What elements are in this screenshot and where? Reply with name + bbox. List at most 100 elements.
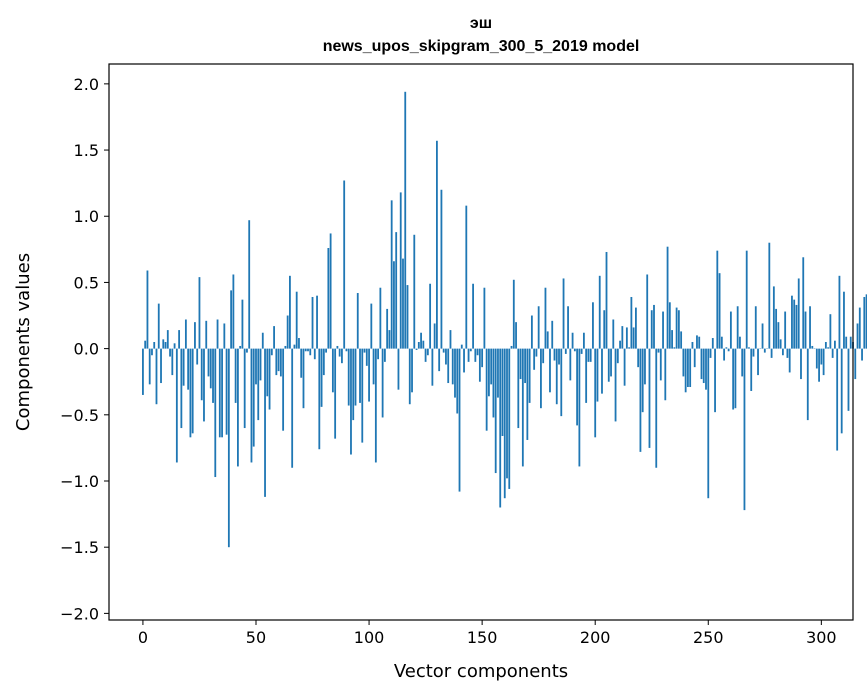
- bar-42: [237, 348, 239, 467]
- bar-255: [718, 273, 721, 349]
- bar-124: [422, 340, 425, 349]
- bar-85: [334, 348, 337, 439]
- bar-97: [361, 348, 364, 443]
- bar-17: [180, 348, 183, 429]
- bar-223: [646, 274, 649, 349]
- bar-171: [528, 348, 531, 403]
- bar-118: [408, 348, 411, 405]
- bar-225: [650, 310, 653, 349]
- bar-36: [223, 323, 226, 349]
- bar-73: [307, 348, 309, 352]
- bar-54: [264, 348, 266, 497]
- bar-291: [800, 348, 802, 380]
- bar-111: [393, 261, 395, 349]
- bar-254: [716, 250, 719, 349]
- bar-139: [456, 348, 459, 414]
- x-tick-label-250: 250: [693, 628, 724, 647]
- bar-56: [268, 348, 271, 410]
- bar-10: [164, 342, 167, 349]
- bar-65: [289, 275, 291, 349]
- bar-135: [447, 348, 450, 384]
- bar-312: [847, 348, 850, 411]
- bar-287: [791, 295, 793, 349]
- bar-198: [589, 348, 592, 362]
- bar-303: [827, 347, 830, 349]
- bar-40: [232, 274, 235, 349]
- bar-78: [318, 348, 321, 450]
- y-tick-label-2: 1.0: [74, 207, 99, 226]
- bar-129: [433, 323, 436, 349]
- bar-218: [635, 307, 637, 349]
- bar-241: [687, 348, 689, 388]
- bar-117: [406, 285, 409, 349]
- bar-107: [383, 348, 386, 362]
- bar-13: [171, 348, 174, 376]
- bar-27: [203, 348, 205, 422]
- bar-71: [302, 348, 305, 409]
- bar-188: [567, 306, 569, 349]
- bar-261: [732, 348, 735, 410]
- bar-224: [648, 348, 651, 448]
- bar-216: [630, 296, 633, 349]
- y-tick-label-4: 0.0: [74, 340, 99, 359]
- bar-141: [460, 344, 463, 349]
- bar-162: [508, 348, 511, 489]
- bar-23: [194, 322, 196, 349]
- bar-100: [368, 348, 370, 402]
- bar-0: [142, 348, 144, 395]
- bar-163: [510, 345, 513, 349]
- bar-15: [175, 348, 178, 463]
- bar-169: [524, 348, 526, 384]
- bar-195: [582, 332, 585, 349]
- bar-260: [729, 311, 732, 349]
- bar-310: [843, 291, 845, 349]
- y-tick-label-8: −2.0: [60, 604, 99, 623]
- x-axis: 0 50 100 150 200 250 300: [138, 620, 837, 647]
- bar-298: [815, 348, 818, 369]
- bar-126: [426, 348, 429, 356]
- bar-160: [503, 348, 506, 499]
- bar-186: [562, 278, 565, 349]
- bar-5: [153, 342, 156, 349]
- bar-158: [499, 348, 502, 508]
- bar-246: [698, 336, 701, 349]
- bar-58: [273, 326, 275, 349]
- bar-34: [218, 348, 221, 438]
- bar-75: [311, 296, 314, 349]
- bar-87: [338, 348, 341, 357]
- chart-title-line1: эш: [470, 15, 492, 32]
- bar-217: [632, 327, 635, 349]
- bar-114: [399, 192, 402, 349]
- bar-226: [653, 304, 655, 349]
- bar-181: [551, 320, 554, 349]
- bar-99: [365, 348, 368, 366]
- bar-31: [212, 348, 214, 403]
- bar-113: [397, 348, 400, 390]
- bar-293: [804, 311, 807, 349]
- bar-227: [655, 348, 658, 468]
- bar-175: [537, 306, 540, 349]
- bar-108: [386, 308, 389, 349]
- bar-269: [750, 348, 753, 391]
- bar-190: [571, 332, 574, 349]
- bar-64: [286, 315, 289, 349]
- bar-69: [298, 338, 300, 349]
- bar-222: [644, 348, 646, 385]
- bar-19: [184, 319, 187, 349]
- bar-61: [279, 348, 282, 377]
- bar-189: [569, 348, 572, 381]
- bar-24: [196, 348, 199, 365]
- bar-194: [580, 348, 583, 354]
- bar-272: [757, 348, 759, 376]
- x-axis-label: Vector components: [394, 661, 568, 682]
- bar-240: [684, 348, 687, 393]
- bar-295: [809, 306, 811, 349]
- bar-60: [277, 348, 280, 372]
- bar-264: [739, 336, 741, 349]
- bar-286: [788, 348, 791, 373]
- bar-147: [474, 348, 477, 362]
- bar-98: [363, 348, 366, 353]
- bar-55: [266, 348, 269, 397]
- bar-299: [818, 348, 820, 382]
- bar-282: [779, 339, 782, 349]
